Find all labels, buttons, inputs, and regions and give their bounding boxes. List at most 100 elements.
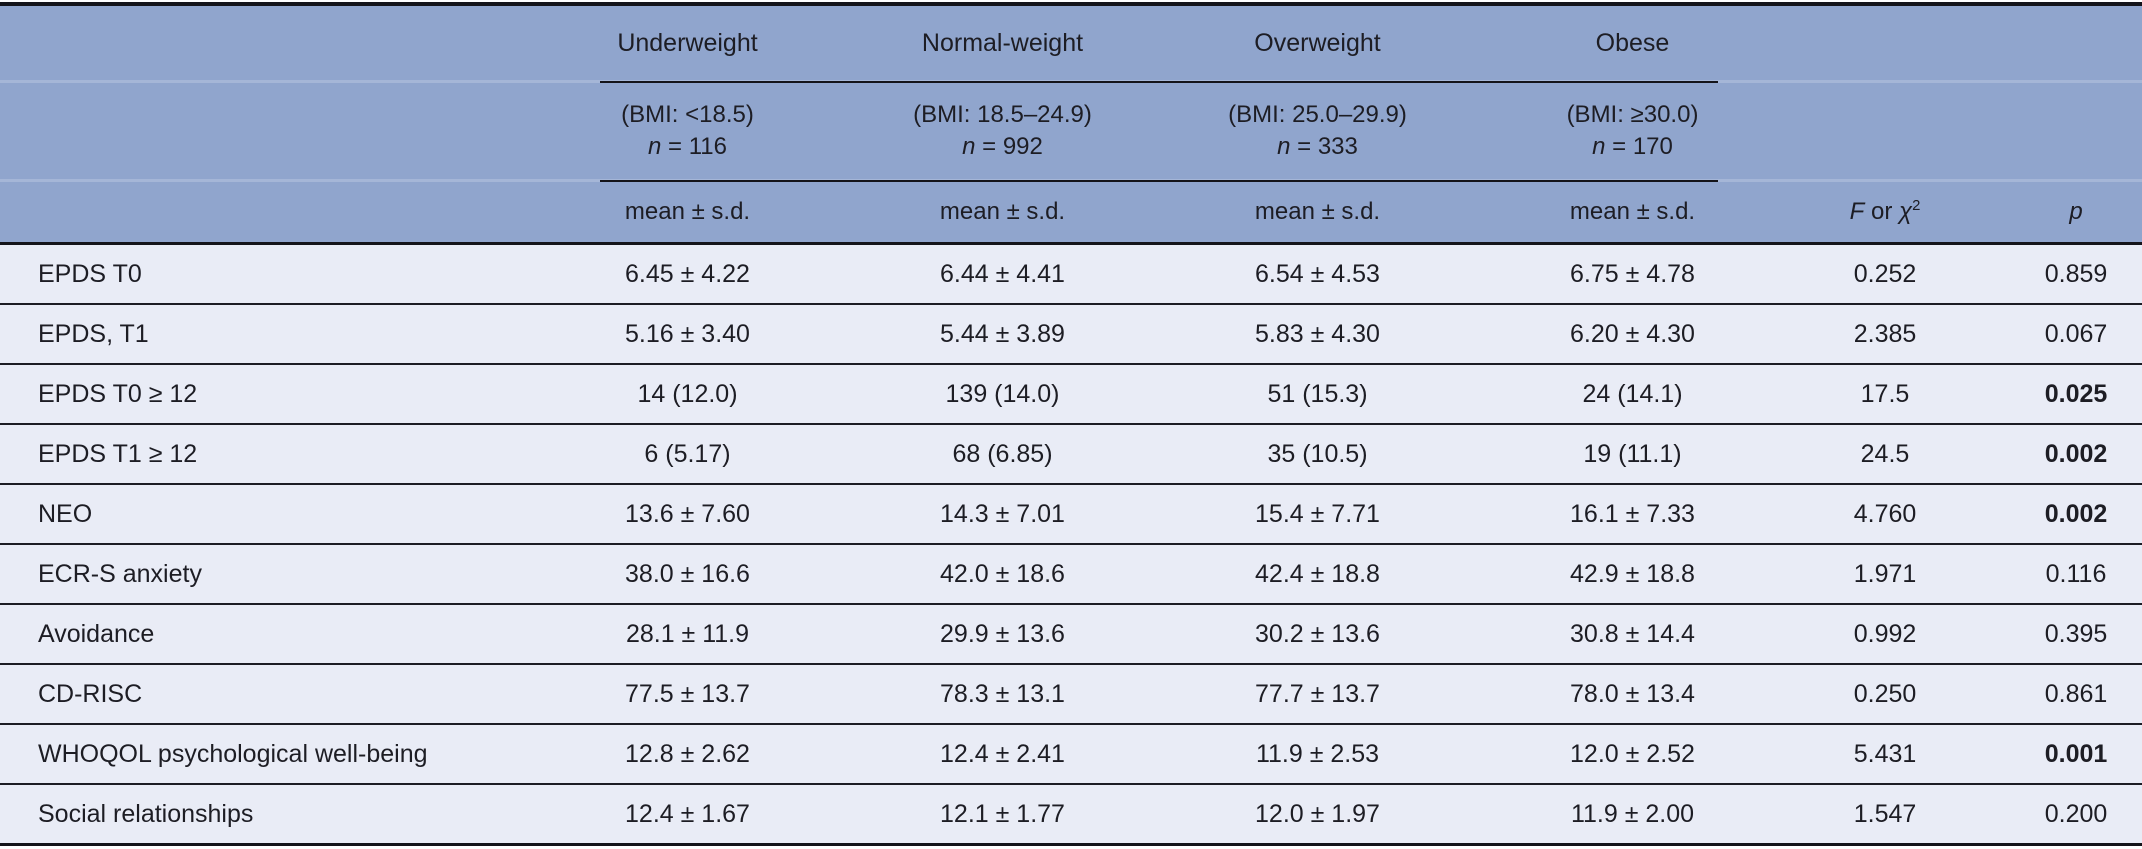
p-value-cell: 0.001: [2010, 723, 2142, 784]
mean-sd-header: mean ± s.d.: [845, 182, 1160, 245]
f-statistic-cell: 0.992: [1790, 603, 2010, 664]
cell-overweight: 30.2 ± 13.6: [1160, 603, 1475, 664]
cell-overweight: 12.0 ± 1.97: [1160, 783, 1475, 843]
row-label: WHOQOL psychological well-being: [0, 723, 530, 784]
group-header-normal-weight: Normal-weight: [845, 6, 1160, 80]
cell-overweight: 35 (10.5): [1160, 423, 1475, 484]
table-row: EPDS T0 ≥ 12 14 (12.0) 139 (14.0) 51 (15…: [0, 363, 2142, 424]
cell-overweight: 51 (15.3): [1160, 363, 1475, 424]
table-row: WHOQOL psychological well-being 12.8 ± 2…: [0, 723, 2142, 784]
p-value-cell: 0.002: [2010, 423, 2142, 484]
cell-normal-weight: 14.3 ± 7.01: [845, 483, 1160, 544]
bmi-range: (BMI: 25.0–29.9): [1228, 101, 1407, 129]
p-value-cell: 0.116: [2010, 543, 2142, 604]
f-chi2-header: F or χ2: [1790, 182, 2010, 245]
p-header: p: [2010, 182, 2142, 245]
p-value-cell: 0.395: [2010, 603, 2142, 664]
cell-obese: 24 (14.1): [1475, 363, 1790, 424]
cell-overweight: 42.4 ± 18.8: [1160, 543, 1475, 604]
row-label: NEO: [0, 483, 530, 544]
cell-underweight: 14 (12.0): [530, 363, 845, 424]
group-header-rule: [530, 80, 1790, 83]
p-value-cell: 0.200: [2010, 783, 2142, 843]
p-value-cell: 0.025: [2010, 363, 2142, 424]
f-statistic-cell: 5.431: [1790, 723, 2010, 784]
group-detail-row: (BMI: <18.5) n = 116 (BMI: 18.5–24.9) n …: [0, 83, 2142, 179]
cell-normal-weight: 68 (6.85): [845, 423, 1160, 484]
p-value-cell: 0.859: [2010, 243, 2142, 304]
cell-normal-weight: 29.9 ± 13.6: [845, 603, 1160, 664]
cell-normal-weight: 78.3 ± 13.1: [845, 663, 1160, 724]
label-column-header: [0, 6, 530, 80]
cell-normal-weight: 5.44 ± 3.89: [845, 303, 1160, 364]
table-body: EPDS T0 6.45 ± 4.22 6.44 ± 4.41 6.54 ± 4…: [0, 243, 2142, 843]
cell-obese: 42.9 ± 18.8: [1475, 543, 1790, 604]
cell-normal-weight: 12.1 ± 1.77: [845, 783, 1160, 843]
table-row: Social relationships 12.4 ± 1.67 12.1 ± …: [0, 783, 2142, 843]
p-column-spacer: [2010, 6, 2142, 80]
group-header-obese: Obese: [1475, 6, 1790, 80]
sample-size: n = 992: [962, 133, 1043, 160]
row-label: EPDS T0: [0, 243, 530, 304]
sample-size: n = 170: [1592, 133, 1673, 160]
cell-obese: 16.1 ± 7.33: [1475, 483, 1790, 544]
table-row: EPDS, T1 5.16 ± 3.40 5.44 ± 3.89 5.83 ± …: [0, 303, 2142, 364]
sample-size: n = 333: [1277, 133, 1358, 160]
group-detail-normal-weight: (BMI: 18.5–24.9) n = 992: [845, 83, 1160, 179]
cell-normal-weight: 6.44 ± 4.41: [845, 243, 1160, 304]
cell-underweight: 6.45 ± 4.22: [530, 243, 845, 304]
f-statistic-cell: 17.5: [1790, 363, 2010, 424]
f-statistic-cell: 0.250: [1790, 663, 2010, 724]
cell-overweight: 77.7 ± 13.7: [1160, 663, 1475, 724]
table-header: Underweight Normal-weight Overweight Obe…: [0, 6, 2142, 245]
group-name-row: Underweight Normal-weight Overweight Obe…: [0, 6, 2142, 80]
row-label: EPDS, T1: [0, 303, 530, 364]
group-header-rule: [530, 179, 1790, 182]
row-label: Social relationships: [0, 783, 530, 843]
group-detail-overweight: (BMI: 25.0–29.9) n = 333: [1160, 83, 1475, 179]
cell-obese: 19 (11.1): [1475, 423, 1790, 484]
row-label: EPDS T1 ≥ 12: [0, 423, 530, 484]
header-rule-row: [0, 179, 2142, 182]
cell-underweight: 5.16 ± 3.40: [530, 303, 845, 364]
table-row: EPDS T0 6.45 ± 4.22 6.44 ± 4.41 6.54 ± 4…: [0, 243, 2142, 304]
f-statistic-cell: 1.971: [1790, 543, 2010, 604]
bmi-range: (BMI: <18.5): [621, 101, 754, 129]
f-statistic-cell: 1.547: [1790, 783, 2010, 843]
cell-overweight: 5.83 ± 4.30: [1160, 303, 1475, 364]
p-value-cell: 0.002: [2010, 483, 2142, 544]
cell-underweight: 6 (5.17): [530, 423, 845, 484]
table-row: ECR-S anxiety 38.0 ± 16.6 42.0 ± 18.6 42…: [0, 543, 2142, 604]
cell-obese: 12.0 ± 2.52: [1475, 723, 1790, 784]
table-row: NEO 13.6 ± 7.60 14.3 ± 7.01 15.4 ± 7.71 …: [0, 483, 2142, 544]
cell-underweight: 12.4 ± 1.67: [530, 783, 845, 843]
f-statistic-cell: 2.385: [1790, 303, 2010, 364]
row-label: CD-RISC: [0, 663, 530, 724]
cell-overweight: 15.4 ± 7.71: [1160, 483, 1475, 544]
cell-underweight: 77.5 ± 13.7: [530, 663, 845, 724]
cell-underweight: 13.6 ± 7.60: [530, 483, 845, 544]
stat-column-spacer: [1790, 6, 2010, 80]
p-value-cell: 0.067: [2010, 303, 2142, 364]
row-label: ECR-S anxiety: [0, 543, 530, 604]
cell-obese: 30.8 ± 14.4: [1475, 603, 1790, 664]
group-header-overweight: Overweight: [1160, 6, 1475, 80]
bmi-range: (BMI: 18.5–24.9): [913, 101, 1092, 129]
p-value-cell: 0.861: [2010, 663, 2142, 724]
group-header-underweight: Underweight: [530, 6, 845, 80]
bmi-range: (BMI: ≥30.0): [1566, 101, 1699, 129]
cell-underweight: 12.8 ± 2.62: [530, 723, 845, 784]
cell-overweight: 6.54 ± 4.53: [1160, 243, 1475, 304]
cell-normal-weight: 12.4 ± 2.41: [845, 723, 1160, 784]
sample-size: n = 116: [648, 133, 727, 160]
table-row: EPDS T1 ≥ 12 6 (5.17) 68 (6.85) 35 (10.5…: [0, 423, 2142, 484]
row-label: EPDS T0 ≥ 12: [0, 363, 530, 424]
header-rule-row: [0, 80, 2142, 83]
f-statistic-cell: 24.5: [1790, 423, 2010, 484]
mean-sd-header: mean ± s.d.: [530, 182, 845, 245]
cell-underweight: 28.1 ± 11.9: [530, 603, 845, 664]
cell-underweight: 38.0 ± 16.6: [530, 543, 845, 604]
bmi-comparison-table-grid: Underweight Normal-weight Overweight Obe…: [0, 6, 2142, 843]
f-statistic-cell: 0.252: [1790, 243, 2010, 304]
